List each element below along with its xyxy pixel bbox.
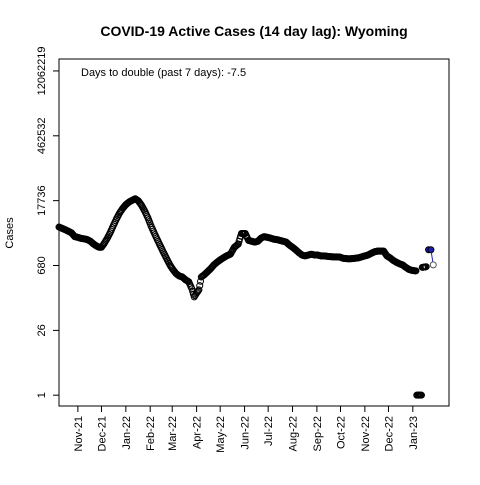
x-tick-label: Feb-22 bbox=[145, 416, 157, 451]
x-tick-label: Mar-22 bbox=[167, 416, 179, 451]
predicted-point bbox=[429, 261, 437, 269]
chart-title: COVID-19 Active Cases (14 day lag): Wyom… bbox=[100, 23, 407, 39]
x-tick-label: Jul-22 bbox=[263, 416, 275, 446]
y-tick-label: 1 bbox=[36, 392, 48, 398]
y-axis-title: Cases bbox=[4, 217, 16, 249]
data-point bbox=[233, 241, 241, 249]
doubling-annotation: Days to double (past 7 days): -7.5 bbox=[81, 67, 246, 79]
data-points bbox=[55, 195, 437, 399]
y-tick-label: 17736 bbox=[36, 185, 48, 216]
x-tick-label: Dec-21 bbox=[96, 416, 108, 451]
y-axis: 1 26 680 17736 462532 12062219 bbox=[36, 46, 59, 398]
x-tick-label: Nov-21 bbox=[73, 416, 85, 451]
plot-frame bbox=[58, 58, 450, 407]
x-tick-label: Jan-23 bbox=[408, 416, 420, 450]
x-tick-label: Dec-22 bbox=[383, 416, 395, 451]
x-tick-label: Oct-22 bbox=[335, 416, 347, 449]
data-point bbox=[193, 288, 201, 296]
x-tick-label: May-22 bbox=[215, 416, 227, 453]
data-point bbox=[233, 241, 241, 249]
y-tick-label: 680 bbox=[36, 256, 48, 274]
x-tick-label: Apr-22 bbox=[192, 416, 204, 449]
data-point bbox=[422, 263, 430, 271]
data-point bbox=[417, 391, 425, 399]
y-tick-label: 26 bbox=[36, 324, 48, 336]
x-tick-label: Jan-22 bbox=[121, 416, 133, 450]
x-axis: Nov-21 Dec-21 Jan-22 Feb-22 Mar-22 Apr-22 May-… bbox=[73, 406, 420, 453]
x-tick-label: Jun-22 bbox=[240, 416, 252, 450]
data-point bbox=[195, 286, 203, 294]
data-point bbox=[98, 242, 106, 250]
x-tick-label: Sep-22 bbox=[312, 416, 324, 451]
data-point bbox=[412, 267, 420, 275]
data-point bbox=[196, 282, 204, 290]
x-tick-label: Aug-22 bbox=[288, 416, 300, 451]
y-tick-label: 12062219 bbox=[36, 46, 48, 95]
y-tick-label: 462532 bbox=[36, 117, 48, 154]
x-tick-label: Nov-22 bbox=[360, 416, 372, 451]
